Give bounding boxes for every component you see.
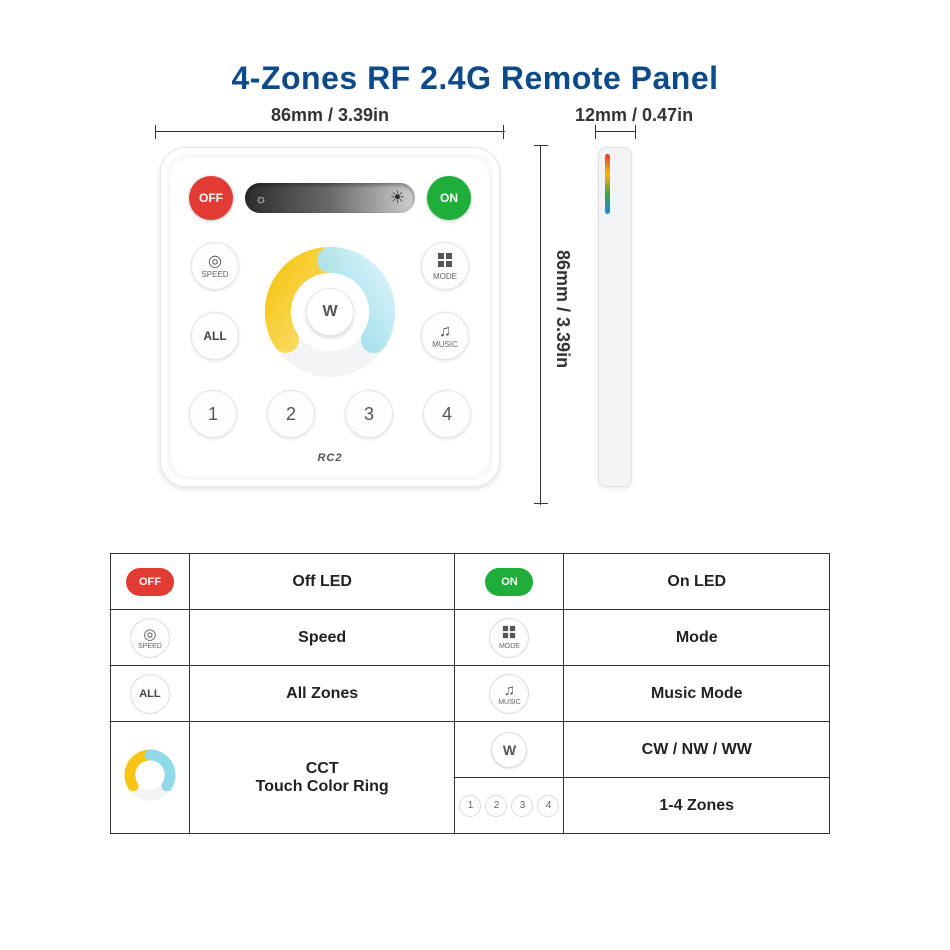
mode-icon: MODE xyxy=(489,618,529,658)
legend-label: 1-4 Zones xyxy=(564,778,830,834)
legend-label: Mode xyxy=(564,610,830,666)
zones-icon: 1234 xyxy=(459,795,559,817)
panel-face: OFF ☼ ☀ ON ◎ SPEED ALL MODE xyxy=(171,158,489,476)
legend-icon-cell: ♫MUSIC xyxy=(455,666,564,722)
legend-icon-cell: OFF xyxy=(111,554,190,610)
product-diagram: 86mm / 3.39in 12mm / 0.47in 86mm / 3.39i… xyxy=(0,105,950,535)
panel-front-view: OFF ☼ ☀ ON ◎ SPEED ALL MODE xyxy=(160,147,500,487)
dimension-tick xyxy=(635,125,636,139)
table-row: CCT Touch Color Ring W CW / NW / WW xyxy=(111,722,830,778)
legend-label: Speed xyxy=(189,610,455,666)
legend-table: OFF Off LED ON On LED ◎SPEED Speed MODE … xyxy=(110,553,830,834)
on-button[interactable]: ON xyxy=(427,176,471,220)
dimension-width-line xyxy=(155,131,505,132)
music-sublabel: MUSIC xyxy=(432,340,458,349)
zone-4-button[interactable]: 4 xyxy=(423,390,471,438)
on-button-icon: ON xyxy=(485,568,533,596)
cct-ring-icon xyxy=(123,748,177,802)
table-row: OFF Off LED ON On LED xyxy=(111,554,830,610)
all-zones-icon: ALL xyxy=(130,674,170,714)
dimension-depth-line xyxy=(595,131,635,132)
white-cycle-button[interactable]: W xyxy=(306,288,354,336)
model-label: RC2 xyxy=(171,452,489,464)
legend-icon-cell xyxy=(111,722,190,834)
legend-icon-cell: ◎SPEED xyxy=(111,610,190,666)
zone-3-button[interactable]: 3 xyxy=(345,390,393,438)
legend-label: Music Mode xyxy=(564,666,830,722)
legend-icon-cell: 1234 xyxy=(455,778,564,834)
table-row: ALL All Zones ♫MUSIC Music Mode xyxy=(111,666,830,722)
mode-button[interactable]: MODE xyxy=(421,242,469,290)
music-icon: ♫MUSIC xyxy=(489,674,529,714)
dimension-depth-label: 12mm / 0.47in xyxy=(575,105,775,126)
mode-icon xyxy=(437,252,453,272)
speed-button[interactable]: ◎ SPEED xyxy=(191,242,239,290)
dimension-width-label: 86mm / 3.39in xyxy=(155,105,505,126)
dimension-height-bracket xyxy=(528,145,552,505)
panel-side-view xyxy=(598,147,632,487)
cct-color-ring[interactable]: W xyxy=(260,242,400,382)
zone-row: 1 2 3 4 xyxy=(189,390,471,438)
top-row: OFF ☼ ☀ ON xyxy=(189,176,471,220)
zone-2-button[interactable]: 2 xyxy=(267,390,315,438)
all-zones-button[interactable]: ALL xyxy=(191,312,239,360)
legend-label: CCT Touch Color Ring xyxy=(189,722,455,834)
brightness-slider[interactable]: ☼ ☀ xyxy=(245,183,415,213)
dimension-tick xyxy=(503,125,504,139)
white-button-icon: W xyxy=(491,732,527,768)
brightness-low-icon: ☼ xyxy=(255,191,267,206)
legend-icon-cell: MODE xyxy=(455,610,564,666)
speed-icon: ◎SPEED xyxy=(130,618,170,658)
legend-label: On LED xyxy=(564,554,830,610)
speed-sublabel: SPEED xyxy=(201,270,228,279)
zone-1-button[interactable]: 1 xyxy=(189,390,237,438)
speed-icon: ◎ xyxy=(208,254,222,270)
brightness-high-icon: ☀ xyxy=(390,188,405,208)
dimension-height-label: 86mm / 3.39in xyxy=(552,250,573,368)
off-button-icon: OFF xyxy=(126,568,174,596)
music-button[interactable]: ♫ MUSIC xyxy=(421,312,469,360)
off-button[interactable]: OFF xyxy=(189,176,233,220)
legend-label: Off LED xyxy=(189,554,455,610)
middle-area: ◎ SPEED ALL MODE ♫ MUSIC xyxy=(171,234,489,390)
page-title: 4-Zones RF 2.4G Remote Panel xyxy=(0,0,950,97)
legend-icon-cell: W xyxy=(455,722,564,778)
mode-sublabel: MODE xyxy=(433,272,457,281)
dimension-tick xyxy=(595,125,596,139)
dimension-tick xyxy=(155,125,156,139)
legend-label: CW / NW / WW xyxy=(564,722,830,778)
legend-icon-cell: ALL xyxy=(111,666,190,722)
legend-icon-cell: ON xyxy=(455,554,564,610)
music-icon: ♫ xyxy=(439,324,451,340)
table-row: ◎SPEED Speed MODE Mode xyxy=(111,610,830,666)
legend-label: All Zones xyxy=(189,666,455,722)
